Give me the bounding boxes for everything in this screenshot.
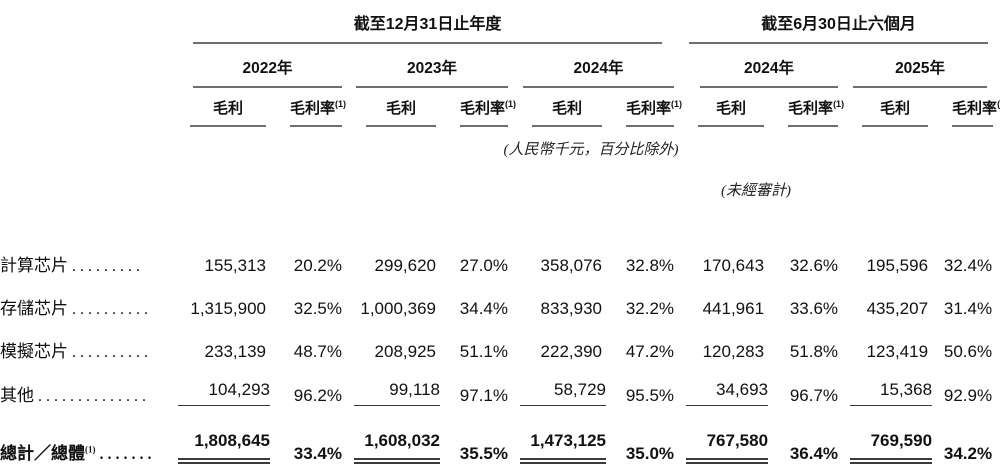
dot-leader: .......... — [72, 344, 152, 361]
table-row: 存儲芯片.......... 1,315,900 32.5% 1,000,369… — [0, 285, 1000, 328]
table-row: 計算芯片......... 155,313 20.2% 299,620 27.0… — [0, 242, 1000, 285]
cell-value: 299,620 — [374, 256, 436, 275]
cell-value: 120,283 — [702, 342, 765, 361]
cell-rate: 32.2% — [625, 299, 675, 318]
cell-rate: 47.2% — [625, 342, 675, 361]
cell-value: 358,076 — [540, 256, 602, 275]
total-value: 1,608,032 — [354, 431, 440, 464]
col-header-margin: 毛利率(1) — [952, 88, 1000, 127]
cell-rate: 50.6% — [943, 342, 993, 361]
col-header-gross-profit: 毛利 — [862, 88, 929, 127]
total-value: 1,808,645 — [178, 431, 270, 464]
cell-value: 833,930 — [540, 299, 602, 318]
col-header-gross-profit: 毛利 — [532, 88, 602, 127]
col-header-gross-profit: 毛利 — [698, 88, 765, 127]
dot-leader: .......... — [72, 301, 152, 318]
row-label: 其他 — [0, 386, 34, 405]
cell-value: 208,925 — [374, 342, 436, 361]
cell-rate: 34.4% — [459, 299, 508, 318]
section-title-interim: 截至6月30日止六個月 — [689, 4, 989, 44]
total-rate: 35.5% — [459, 444, 508, 463]
dot-leader: ....... — [99, 446, 156, 463]
cell-rate: 96.7% — [789, 386, 839, 405]
cell-value: 222,390 — [540, 342, 602, 361]
year-header-2023: 2023年 — [356, 44, 508, 88]
cell-rate: 33.6% — [789, 299, 839, 318]
cell-rate: 31.4% — [943, 299, 993, 318]
cell-value: 1,000,369 — [360, 299, 436, 318]
cell-rate: 32.4% — [943, 256, 993, 275]
col-header-margin: 毛利率(1) — [290, 88, 346, 127]
cell-rate: 32.6% — [789, 256, 839, 275]
cell-value: 34,693 — [686, 380, 769, 406]
footnote-marker: (1) — [505, 99, 517, 109]
total-value: 769,590 — [850, 431, 933, 464]
footnote-marker: (1) — [335, 99, 347, 109]
total-rate: 36.4% — [789, 444, 839, 463]
cell-rate: 27.0% — [459, 256, 508, 275]
cell-rate: 96.2% — [293, 386, 342, 405]
col-header-gross-profit: 毛利 — [190, 88, 266, 127]
year-header-2022: 2022年 — [193, 44, 342, 88]
cell-value: 15,368 — [850, 380, 933, 406]
table-row: 其他.............. 104,293 96.2% 99,118 97… — [0, 371, 1000, 415]
cell-rate: 32.8% — [625, 256, 675, 275]
section-header-interim: 截至6月30日止六個月 — [674, 4, 1000, 44]
cell-value: 170,643 — [702, 256, 765, 275]
cell-rate: 51.1% — [459, 342, 508, 361]
row-label: 存儲芯片 — [0, 299, 68, 318]
cell-value: 58,729 — [520, 380, 606, 406]
units-note-row: (人民幣千元，百分比除外) — [0, 127, 1000, 159]
section-title-annual: 截至12月31日止年度 — [193, 4, 663, 44]
cell-value: 99,118 — [354, 380, 440, 406]
year-header-2024: 2024年 — [523, 44, 675, 88]
cell-rate: 32.5% — [293, 299, 342, 318]
footnote-marker: (1) — [997, 99, 1000, 109]
total-rate: 34.2% — [943, 444, 993, 463]
spacer-row — [0, 200, 1000, 242]
total-rate: 35.0% — [625, 444, 675, 463]
units-note: (人民幣千元，百分比除外) — [503, 142, 679, 158]
year-header-2025-interim: 2025年 — [853, 44, 988, 88]
measure-header-row: 毛利 毛利率(1) 毛利 毛利率(1) 毛利 毛利率(1) 毛利 毛利率(1) … — [0, 88, 1000, 127]
cell-value: 195,596 — [866, 256, 929, 275]
total-label: 總計／總體 — [0, 444, 85, 463]
section-header-row: 截至12月31日止年度 截至6月30日止六個月 — [0, 4, 1000, 44]
gross-profit-table: 截至12月31日止年度 截至6月30日止六個月 2022年 2023年 2024… — [0, 4, 1000, 473]
col-header-margin: 毛利率(1) — [626, 88, 682, 127]
col-header-gross-profit: 毛利 — [366, 88, 436, 127]
footnote-marker: (1) — [833, 99, 845, 109]
cell-rate: 92.9% — [943, 386, 993, 405]
cell-value: 435,207 — [866, 299, 929, 318]
col-header-margin: 毛利率(1) — [788, 88, 844, 127]
cell-value: 441,961 — [702, 299, 765, 318]
cell-value: 1,315,900 — [190, 299, 266, 318]
footnote-marker: (1) — [671, 99, 683, 109]
total-value: 1,473,125 — [520, 431, 606, 464]
section-header-annual: 截至12月31日止年度 — [166, 4, 674, 44]
row-label: 計算芯片 — [0, 256, 68, 275]
unaudited-note-row: (未經審計) — [0, 159, 1000, 200]
col-header-margin: 毛利率(1) — [460, 88, 516, 127]
cell-value: 155,313 — [204, 256, 266, 275]
cell-value: 104,293 — [178, 380, 270, 406]
dot-leader: ......... — [72, 258, 144, 275]
total-value: 767,580 — [686, 431, 769, 464]
table-row: 模擬芯片.......... 233,139 48.7% 208,925 51.… — [0, 328, 1000, 371]
cell-rate: 51.8% — [789, 342, 839, 361]
unaudited-note: (未經審計) — [721, 183, 792, 199]
cell-rate: 97.1% — [459, 386, 508, 405]
cell-rate: 20.2% — [293, 256, 342, 275]
total-row: 總計／總體(1)....... 1,808,645 33.4% 1,608,03… — [0, 415, 1000, 473]
year-header-2024-interim: 2024年 — [700, 44, 839, 88]
dot-leader: .............. — [38, 388, 150, 405]
cell-value: 233,139 — [204, 342, 266, 361]
year-header-row: 2022年 2023年 2024年 2024年 2025年 — [0, 44, 1000, 88]
corner-cell — [0, 4, 166, 44]
row-label: 模擬芯片 — [0, 342, 68, 361]
total-rate: 33.4% — [293, 444, 342, 463]
cell-rate: 48.7% — [293, 342, 342, 361]
cell-value: 123,419 — [866, 342, 929, 361]
cell-rate: 95.5% — [625, 386, 675, 405]
